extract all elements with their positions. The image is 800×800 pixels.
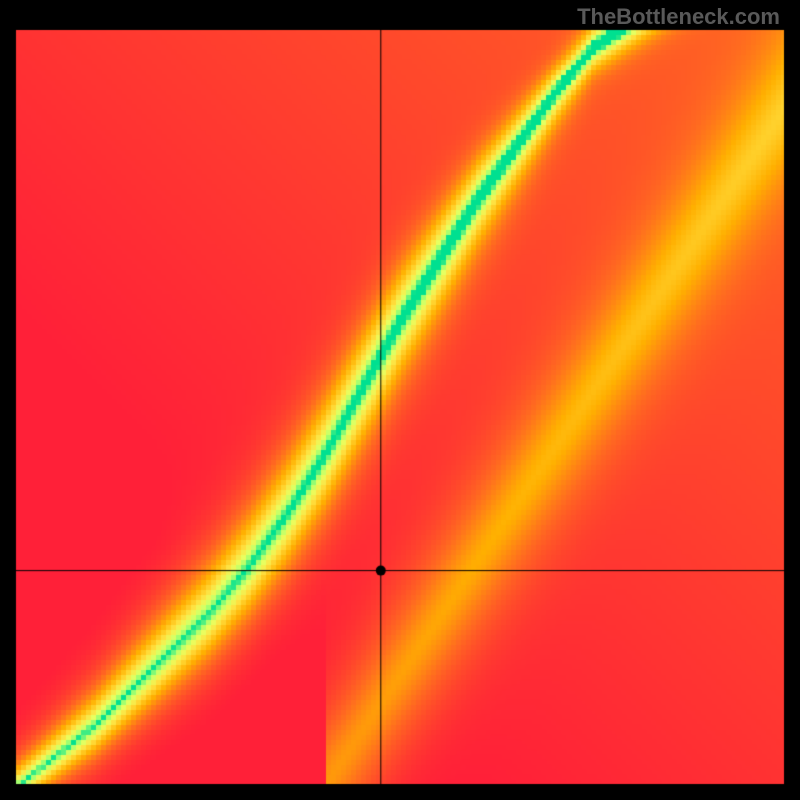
watermark-text: TheBottleneck.com: [577, 4, 780, 30]
bottleneck-heatmap: [0, 0, 800, 800]
